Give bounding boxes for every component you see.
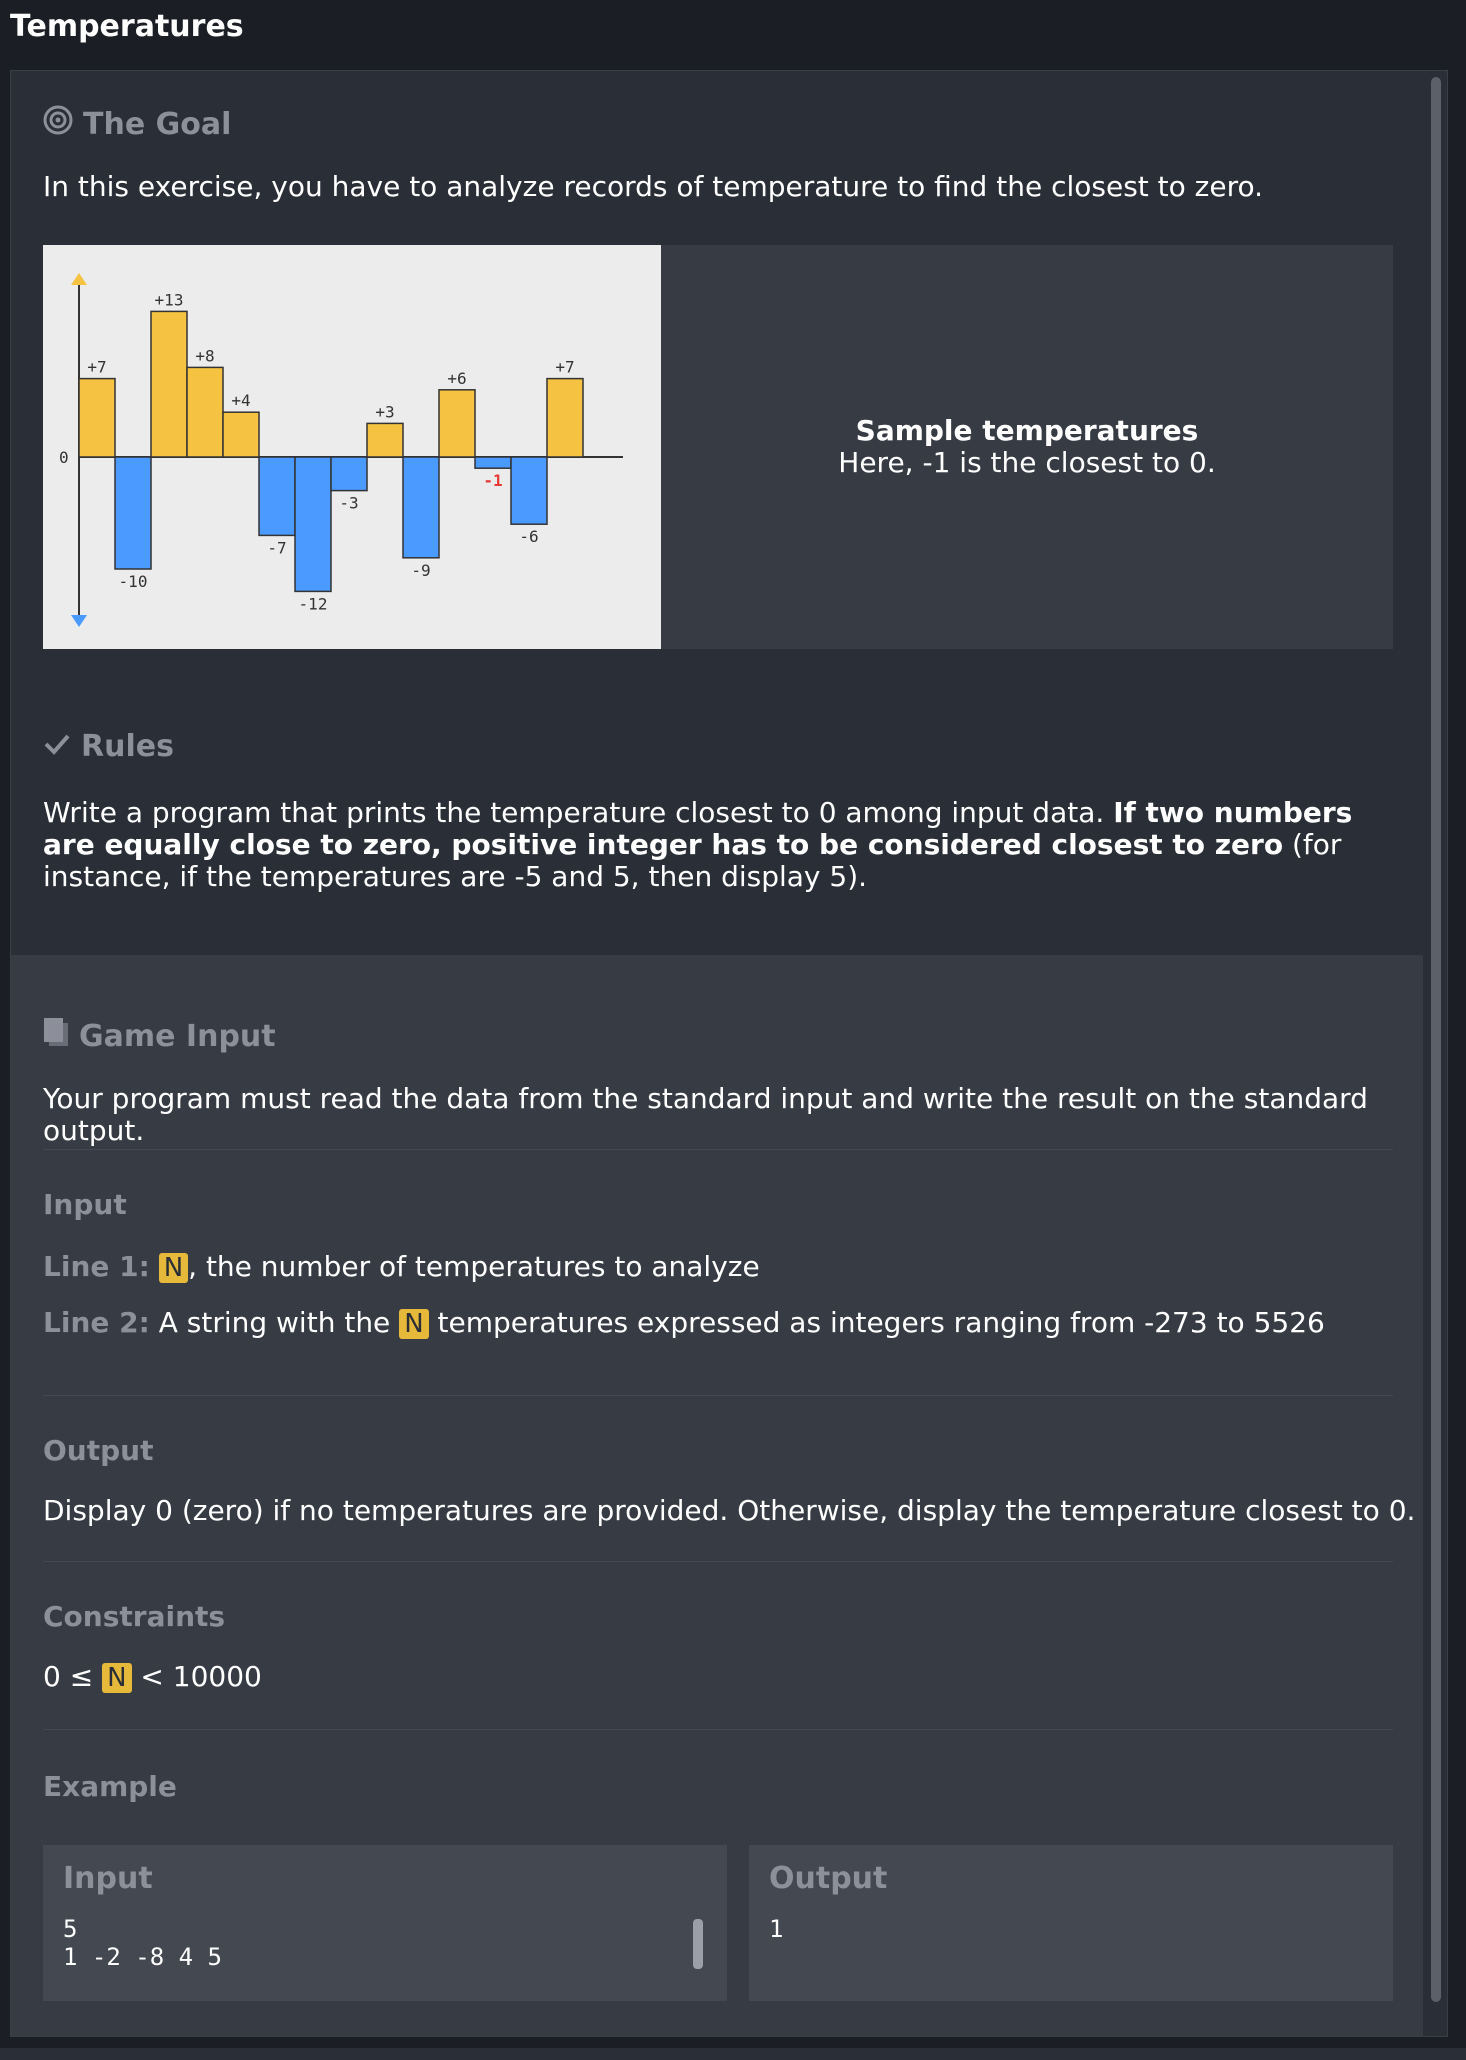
example-output-value[interactable]: 1 <box>769 1915 784 1943</box>
caption-text: Here, -1 is the closest to 0. <box>838 446 1216 479</box>
input-subheading: Input <box>43 1188 127 1221</box>
temperature-bar <box>114 456 152 570</box>
temperature-label: +6 <box>447 369 466 388</box>
axis-arrow-up <box>71 273 87 285</box>
temperature-bar <box>78 377 116 458</box>
game-input-intro: Your program must read the data from the… <box>43 1082 1368 1147</box>
temperature-bar <box>474 456 512 469</box>
goal-caption: Sample temperatures Here, -1 is the clos… <box>661 245 1393 649</box>
caption-title: Sample temperatures <box>855 414 1199 447</box>
example-input-line-2: 1 -2 -8 4 5 <box>63 1943 222 1971</box>
temperature-bar <box>546 377 584 458</box>
input-line-2: Line 2: A string with the N temperatures… <box>43 1307 1325 1339</box>
line1-label: Line 1: <box>43 1250 150 1283</box>
temperature-label: -3 <box>339 494 358 513</box>
line2-text-before: A string with the <box>149 1306 400 1339</box>
temperature-bars-svg: 0 +7 -10 +13 +8 +4 -7 -12 -3 +3 -9 +6 -1 -6 +7 <box>59 273 623 627</box>
temperature-bar <box>330 456 368 492</box>
constraint-before: 0 ≤ <box>43 1660 103 1693</box>
temperature-label: -6 <box>519 527 538 546</box>
statement-upper: The Goal In this exercise, you have to a… <box>11 71 1423 953</box>
game-input-heading-label: Game Input <box>79 1018 276 1054</box>
example-input-line-1: 5 <box>63 1915 78 1943</box>
rules-text-before: Write a program that prints the temperat… <box>43 796 1114 829</box>
constraint-after: < 10000 <box>131 1660 262 1693</box>
divider <box>43 1149 1393 1150</box>
divider <box>43 1395 1393 1396</box>
goal-intro: In this exercise, you have to analyze re… <box>43 170 1264 203</box>
temperature-label: +4 <box>231 391 250 410</box>
zero-label: 0 <box>59 448 69 467</box>
temperature-bar <box>438 389 476 458</box>
temperature-bar <box>402 456 440 559</box>
output-subheading: Output <box>43 1434 154 1467</box>
variable-badge: N <box>399 1309 429 1339</box>
check-icon <box>43 729 71 765</box>
temperature-label: -10 <box>119 572 148 591</box>
window-title: Temperatures <box>10 9 244 44</box>
temperature-label: +13 <box>155 290 184 309</box>
temperature-bar <box>294 456 332 593</box>
example-subheading: Example <box>43 1770 177 1803</box>
goal-heading-label: The Goal <box>83 106 232 142</box>
temperature-label: +3 <box>375 402 394 421</box>
temperature-label: -1 <box>483 471 502 490</box>
temperature-bar <box>150 310 188 458</box>
output-text: Display 0 (zero) if no temperatures are … <box>43 1494 1416 1527</box>
example-input-label: Input <box>63 1861 153 1896</box>
example-input-scrollbar[interactable] <box>693 1919 703 1969</box>
rules-heading-label: Rules <box>81 729 174 764</box>
goal-heading: The Goal <box>43 105 231 144</box>
statement-panel: The Goal In this exercise, you have to a… <box>10 70 1448 2037</box>
input-line-1: Line 1: N, the number of temperatures to… <box>43 1251 760 1283</box>
line2-label: Line 2: <box>43 1306 150 1339</box>
rules-text: Write a program that prints the temperat… <box>43 797 1393 893</box>
variable-badge: N <box>102 1663 132 1693</box>
game-input-heading: Game Input <box>43 1017 276 1056</box>
panel-scrollbar[interactable] <box>1431 77 1441 2002</box>
example-output-box: Output 1 <box>749 1845 1393 2001</box>
temperature-bar <box>186 366 224 458</box>
example-input-content[interactable]: 5 1 -2 -8 4 5 <box>63 1915 222 1971</box>
divider <box>43 1729 1393 1730</box>
temperature-label: +8 <box>195 346 214 365</box>
rules-text-after: (for instance, if the temperatures are -… <box>43 828 1342 893</box>
temperature-label: -12 <box>299 594 328 613</box>
line2-text-after: temperatures expressed as integers rangi… <box>428 1306 1325 1339</box>
rules-text-bold: If two numbers are equally close to zero… <box>43 796 1353 861</box>
line1-text: , the number of temperatures to analyze <box>188 1250 760 1283</box>
example-output-label: Output <box>769 1861 888 1896</box>
temperature-bar <box>366 422 404 458</box>
divider <box>43 1561 1393 1562</box>
variable-badge: N <box>158 1253 189 1283</box>
document-icon <box>43 1017 69 1056</box>
rules-heading: Rules <box>43 729 174 765</box>
temperature-label: +7 <box>555 358 574 377</box>
temperature-bar <box>222 411 260 458</box>
axis-arrow-down <box>71 615 87 627</box>
temperature-bar <box>510 456 548 525</box>
sample-temperatures-graphic: 0 +7 -10 +13 +8 +4 -7 -12 -3 +3 -9 +6 -1 -6 +7 <box>43 245 661 649</box>
bottom-bar <box>0 2048 1466 2060</box>
target-icon <box>43 105 73 144</box>
temperature-label: -9 <box>411 561 430 580</box>
temperature-bar <box>258 456 296 537</box>
temperature-label: -7 <box>267 538 286 557</box>
temperature-label: +7 <box>87 358 106 377</box>
constraint-text: 0 ≤ N < 10000 <box>43 1661 262 1693</box>
constraints-subheading: Constraints <box>43 1600 226 1633</box>
example-input-box: Input 5 1 -2 -8 4 5 <box>43 1845 727 2001</box>
